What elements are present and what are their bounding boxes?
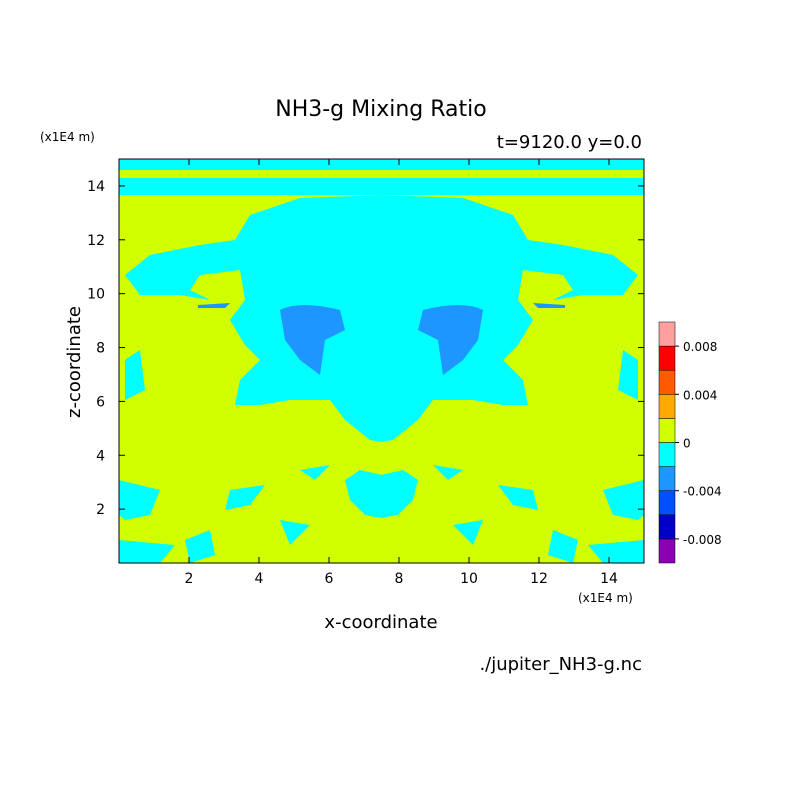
- colorbar-box: [658, 345, 676, 371]
- colorbar-box: [658, 418, 676, 443]
- colorbar-tick-label: -0.008: [683, 533, 722, 547]
- contour-field: [119, 159, 644, 563]
- chart-title: NH3-g Mixing Ratio: [275, 97, 487, 122]
- y-tick-label: 10: [87, 287, 105, 303]
- y-tick-label: 4: [96, 448, 105, 464]
- x-tick-label: 14: [600, 571, 618, 587]
- x-tick-label: 2: [185, 571, 194, 587]
- colorbar-box: [658, 394, 676, 419]
- y-tick-label: 2: [96, 502, 105, 518]
- colorbar-box: [658, 369, 676, 395]
- colorbar-box: [658, 442, 676, 467]
- x-axis-label: x-coordinate: [324, 612, 437, 633]
- colorbar-tick-label: 0.004: [683, 388, 717, 402]
- y-tick-label: 6: [96, 394, 105, 410]
- colorbar-tick-label: 0.008: [683, 340, 717, 354]
- x-tick-label: 8: [395, 571, 404, 587]
- subtitle: t=9120.0 y=0.0: [497, 132, 642, 153]
- y-tick-label: 8: [96, 341, 105, 357]
- y-axis-label: z-coordinate: [64, 306, 85, 418]
- colorbar-tick-label: 0: [683, 437, 691, 451]
- x-tick-label: 12: [530, 571, 548, 587]
- colorbar-tick-label: -0.004: [683, 485, 722, 499]
- x-tick-label: 6: [325, 571, 334, 587]
- plot-frame: [118, 158, 645, 564]
- y-tick-label: 12: [87, 233, 105, 249]
- x-unit: (x1E4 m): [578, 591, 633, 605]
- colorbar-box: [658, 490, 676, 516]
- colorbar-box: [658, 321, 676, 347]
- x-tick-label: 4: [255, 571, 264, 587]
- colorbar-box: [658, 466, 676, 491]
- colorbar-box: [658, 538, 676, 564]
- y-tick-label: 14: [87, 179, 105, 195]
- source-label: ./jupiter_NH3-g.nc: [479, 654, 642, 675]
- x-tick-label: 10: [460, 571, 478, 587]
- y-unit: (x1E4 m): [40, 130, 95, 144]
- colorbar-box: [658, 514, 676, 540]
